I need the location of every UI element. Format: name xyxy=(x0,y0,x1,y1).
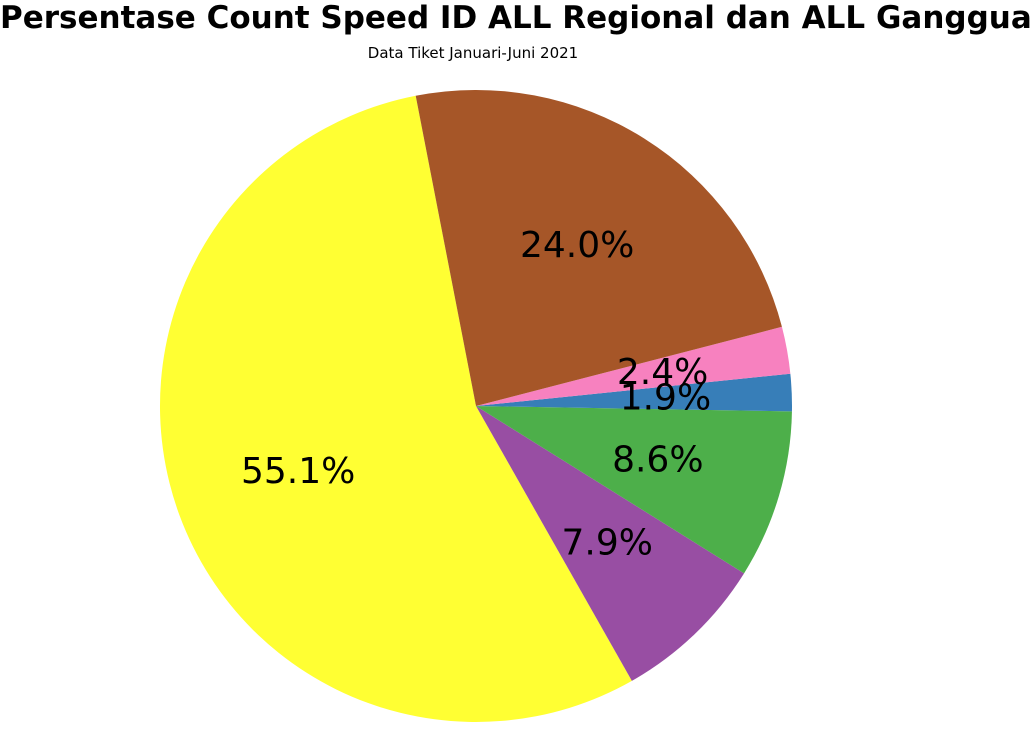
slice-label: 24.0% xyxy=(520,225,634,266)
chart-title: Persentase Count Speed ID ALL Regional d… xyxy=(0,0,1031,36)
slice-label: 1.9% xyxy=(620,377,711,418)
slice-label: 7.9% xyxy=(561,522,652,563)
slice-label: 55.1% xyxy=(241,451,355,492)
slice-label: 2.4% xyxy=(617,352,708,393)
pie-slice xyxy=(476,406,792,574)
pie-slice xyxy=(476,406,745,681)
pie-slice xyxy=(476,326,791,406)
chart-subtitle: Data Tiket Januari-Juni 2021 xyxy=(367,44,579,62)
pie-slice xyxy=(415,90,782,406)
pie-slice xyxy=(476,373,792,412)
slice-label: 8.6% xyxy=(612,439,703,480)
pie-slice xyxy=(159,95,632,723)
